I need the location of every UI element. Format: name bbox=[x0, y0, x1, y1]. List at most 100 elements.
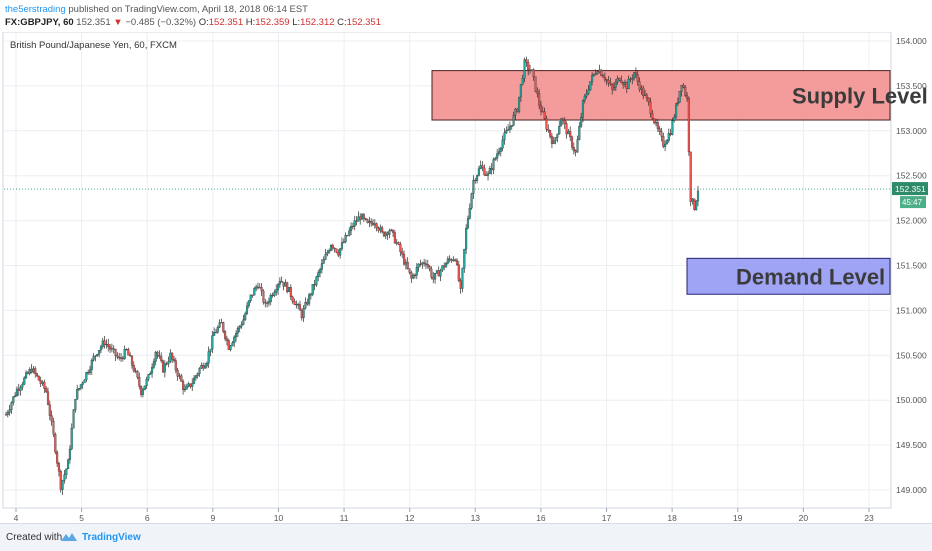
candle-body bbox=[530, 69, 533, 71]
candle-body bbox=[34, 368, 37, 374]
footer: Created with TradingView bbox=[0, 523, 932, 551]
candle-body bbox=[598, 69, 601, 72]
candle-body bbox=[331, 244, 334, 249]
candle-body bbox=[291, 296, 294, 302]
candle-body bbox=[671, 120, 674, 135]
candle-body bbox=[563, 120, 566, 124]
candle-body bbox=[37, 375, 40, 381]
candle-body bbox=[430, 268, 433, 278]
candle-body bbox=[258, 287, 261, 289]
candle-body bbox=[278, 280, 281, 285]
candle-body bbox=[171, 352, 174, 360]
candle-body bbox=[105, 343, 108, 346]
candle-body bbox=[54, 434, 57, 453]
candle-body bbox=[213, 332, 216, 336]
candle-body bbox=[340, 242, 344, 249]
candle-body bbox=[324, 254, 327, 260]
candle-body bbox=[585, 93, 588, 97]
candle-body bbox=[629, 78, 632, 80]
candle-body bbox=[527, 62, 530, 71]
candle-body bbox=[52, 420, 55, 435]
candle-body bbox=[477, 168, 480, 176]
candle-body bbox=[229, 345, 232, 350]
candle-body bbox=[196, 373, 199, 376]
candle-body bbox=[163, 363, 166, 373]
candle-body bbox=[644, 94, 647, 96]
candle-body bbox=[172, 358, 176, 361]
candle-body bbox=[528, 69, 532, 71]
candle-body bbox=[479, 165, 482, 169]
x-tick-label: 10 bbox=[274, 513, 284, 523]
candle-body bbox=[50, 415, 53, 422]
y-tick-label: 153.000 bbox=[896, 126, 927, 136]
candle-body bbox=[242, 319, 245, 325]
candle-body bbox=[518, 96, 521, 112]
candle-body bbox=[189, 383, 192, 387]
candle-body bbox=[149, 373, 152, 375]
candle-body bbox=[481, 165, 484, 169]
candle-body bbox=[222, 322, 225, 332]
candle-body bbox=[123, 348, 126, 360]
candle-body bbox=[88, 369, 92, 373]
candle-body bbox=[695, 200, 698, 210]
y-tick-label: 152.000 bbox=[896, 216, 927, 226]
candle-body bbox=[90, 359, 93, 370]
candle-body bbox=[364, 218, 367, 220]
candle-body bbox=[269, 294, 272, 303]
candle-body bbox=[558, 125, 561, 135]
candle-body bbox=[412, 274, 415, 279]
candle-body bbox=[218, 322, 221, 328]
candle-body bbox=[360, 214, 364, 220]
candle-body bbox=[381, 227, 384, 233]
candle-body bbox=[154, 351, 157, 362]
candle-body bbox=[280, 280, 283, 283]
candle-body bbox=[549, 130, 552, 137]
x-tick-label: 19 bbox=[733, 513, 743, 523]
candle-body bbox=[103, 340, 106, 346]
candle-body bbox=[161, 360, 165, 373]
candle-body bbox=[426, 264, 429, 267]
author-link[interactable]: the5erstrading bbox=[5, 4, 66, 15]
candle-body bbox=[395, 242, 398, 244]
candle-body bbox=[402, 254, 406, 265]
last-price-badge bbox=[892, 182, 928, 196]
candle-body bbox=[569, 131, 572, 138]
created-with-label: Created with bbox=[6, 532, 63, 543]
candle-body bbox=[485, 174, 488, 176]
candle-body bbox=[191, 383, 194, 387]
candle-body bbox=[605, 79, 608, 81]
candle-body bbox=[43, 381, 46, 389]
candle-body bbox=[99, 346, 102, 351]
candle-body bbox=[612, 87, 616, 90]
candle-body bbox=[560, 118, 563, 127]
candle-body bbox=[693, 198, 696, 210]
candle-body bbox=[41, 381, 44, 384]
candle-body bbox=[118, 356, 121, 359]
candle-body bbox=[611, 84, 614, 90]
candle-body bbox=[207, 351, 210, 364]
candle-body bbox=[618, 77, 621, 81]
candle-body bbox=[74, 398, 77, 411]
candle-body bbox=[538, 93, 541, 106]
time-axis[interactable]: 4 5 6 9 10 11 12 13 16 17 18 19 20 23 bbox=[14, 508, 874, 523]
candle-body bbox=[463, 248, 466, 269]
zone-label: Supply Level bbox=[792, 83, 928, 108]
candle-body bbox=[328, 250, 331, 253]
candle-body bbox=[450, 259, 453, 262]
price-axis[interactable]: 154.000 153.500 153.000 152.500 152.000 151.5… bbox=[892, 36, 928, 495]
candle-body bbox=[119, 357, 123, 359]
candle-body bbox=[660, 131, 663, 137]
tradingview-link[interactable]: TradingView bbox=[82, 532, 141, 543]
candle-body bbox=[289, 287, 292, 298]
candle-body bbox=[260, 287, 263, 292]
grid bbox=[4, 32, 890, 508]
candle-body bbox=[592, 73, 595, 76]
candle-body bbox=[351, 225, 354, 228]
candle-body bbox=[198, 368, 201, 374]
down-arrow-icon: ▼ bbox=[113, 17, 123, 28]
candle-body bbox=[357, 216, 360, 222]
candle-body bbox=[68, 448, 71, 461]
candle-body bbox=[346, 235, 349, 237]
candle-body bbox=[311, 284, 314, 295]
